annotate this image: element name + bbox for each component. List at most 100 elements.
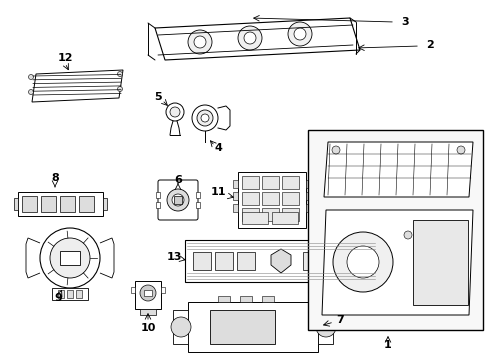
- Circle shape: [171, 317, 191, 337]
- Bar: [60, 251, 80, 265]
- Circle shape: [117, 72, 122, 77]
- Circle shape: [293, 28, 305, 40]
- Bar: [242, 212, 267, 224]
- Circle shape: [140, 285, 156, 301]
- Circle shape: [197, 110, 213, 126]
- Bar: [282, 176, 298, 189]
- Circle shape: [403, 231, 411, 239]
- Bar: [14, 198, 18, 210]
- Text: 13: 13: [166, 252, 182, 262]
- Polygon shape: [324, 142, 472, 197]
- Circle shape: [170, 107, 180, 117]
- Bar: [22, 196, 37, 212]
- Bar: [18, 192, 103, 216]
- Circle shape: [287, 22, 311, 46]
- Circle shape: [346, 246, 378, 278]
- Bar: [209, 310, 274, 344]
- Text: 11: 11: [210, 187, 225, 197]
- Circle shape: [167, 189, 189, 211]
- Text: 2: 2: [425, 40, 433, 50]
- Bar: [76, 290, 82, 298]
- Circle shape: [332, 232, 392, 292]
- Text: 4: 4: [214, 143, 222, 153]
- Text: 12: 12: [57, 53, 73, 63]
- Bar: [196, 202, 200, 208]
- Bar: [161, 287, 164, 293]
- Bar: [52, 288, 88, 300]
- Circle shape: [244, 32, 256, 44]
- Bar: [156, 202, 160, 208]
- Bar: [262, 192, 279, 205]
- Bar: [135, 281, 161, 309]
- Circle shape: [117, 86, 122, 91]
- Text: 9: 9: [54, 293, 62, 303]
- Circle shape: [201, 114, 208, 122]
- Bar: [240, 296, 251, 302]
- Bar: [156, 192, 160, 198]
- Bar: [140, 309, 156, 315]
- Bar: [143, 290, 152, 296]
- Bar: [303, 252, 320, 270]
- Circle shape: [456, 146, 464, 154]
- Text: 3: 3: [400, 17, 408, 27]
- Bar: [193, 252, 210, 270]
- Text: 8: 8: [51, 173, 59, 183]
- Circle shape: [331, 146, 339, 154]
- Circle shape: [165, 103, 183, 121]
- Bar: [262, 208, 279, 221]
- Bar: [187, 302, 317, 352]
- Bar: [232, 204, 238, 212]
- Circle shape: [50, 238, 90, 278]
- Bar: [174, 196, 182, 204]
- Text: 5: 5: [154, 92, 162, 102]
- Bar: [282, 208, 298, 221]
- Bar: [305, 180, 310, 188]
- Polygon shape: [270, 249, 290, 273]
- Bar: [305, 204, 310, 212]
- Bar: [271, 212, 297, 224]
- Circle shape: [187, 30, 212, 54]
- Bar: [215, 252, 232, 270]
- Bar: [282, 192, 298, 205]
- Bar: [58, 290, 64, 298]
- FancyBboxPatch shape: [158, 180, 198, 220]
- Bar: [131, 287, 135, 293]
- Bar: [238, 172, 305, 228]
- Text: 10: 10: [140, 323, 155, 333]
- Text: 6: 6: [174, 175, 182, 185]
- Circle shape: [194, 36, 205, 48]
- Circle shape: [192, 105, 218, 131]
- Bar: [262, 176, 279, 189]
- Text: 7: 7: [335, 315, 343, 325]
- Bar: [79, 196, 94, 212]
- Bar: [67, 290, 73, 298]
- Bar: [173, 310, 187, 344]
- Bar: [307, 130, 482, 330]
- Polygon shape: [155, 18, 359, 60]
- Bar: [412, 220, 467, 305]
- Bar: [317, 310, 332, 344]
- Bar: [346, 252, 364, 270]
- Bar: [242, 192, 259, 205]
- Bar: [184, 240, 376, 282]
- Bar: [262, 296, 273, 302]
- Bar: [232, 192, 238, 200]
- Circle shape: [28, 75, 34, 80]
- Bar: [242, 208, 259, 221]
- Bar: [218, 296, 229, 302]
- Bar: [60, 196, 75, 212]
- Circle shape: [238, 26, 262, 50]
- Circle shape: [172, 194, 183, 206]
- Bar: [196, 192, 200, 198]
- Circle shape: [40, 228, 100, 288]
- Circle shape: [28, 90, 34, 95]
- Polygon shape: [32, 70, 123, 102]
- Bar: [41, 196, 56, 212]
- Circle shape: [315, 317, 335, 337]
- Bar: [232, 180, 238, 188]
- Bar: [103, 198, 107, 210]
- Polygon shape: [321, 210, 472, 315]
- Bar: [305, 192, 310, 200]
- Text: 1: 1: [384, 340, 391, 350]
- Bar: [325, 252, 342, 270]
